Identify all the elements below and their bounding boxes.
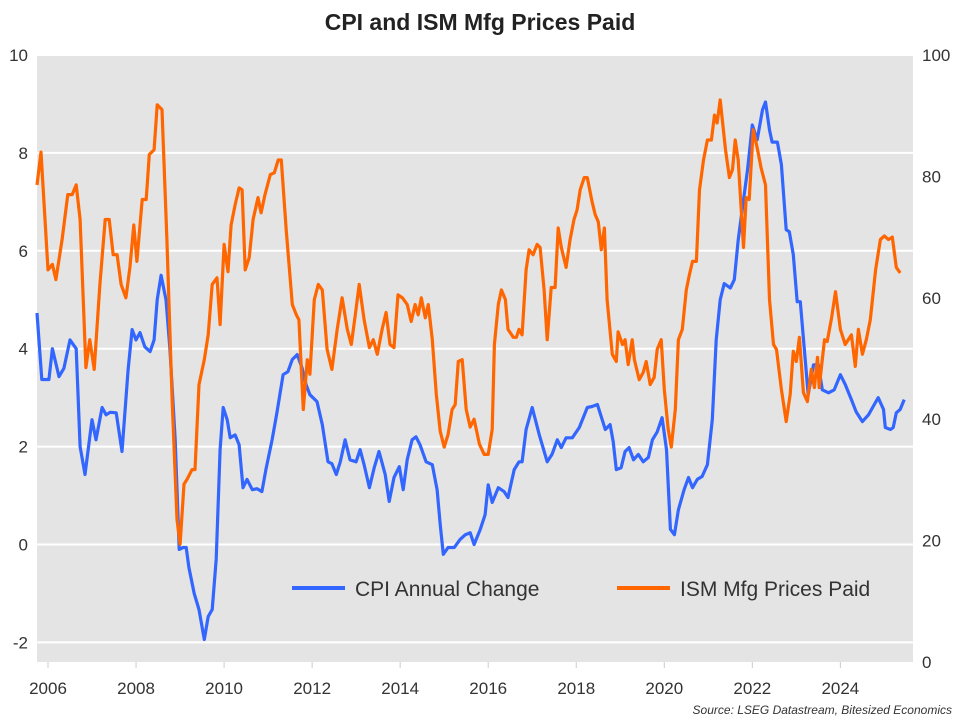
x-tick-label: 2022	[733, 679, 771, 698]
x-tick-label: 2012	[293, 679, 331, 698]
chart-title: CPI and ISM Mfg Prices Paid	[325, 9, 636, 35]
y-left-tick-label: 2	[19, 438, 28, 457]
gridlines	[37, 54, 913, 644]
x-tick-label: 2010	[205, 679, 243, 698]
source-note: Source: LSEG Datastream, Bitesized Econo…	[693, 703, 952, 717]
x-tick-label: 2016	[469, 679, 507, 698]
series-lines	[35, 98, 906, 642]
y-left-tick-label: -2	[13, 633, 28, 652]
y-left-tick-label: 6	[19, 242, 28, 261]
y-right-tick-label: 20	[922, 532, 941, 551]
x-tick-label: 2018	[557, 679, 595, 698]
y-left-tick-label: 10	[9, 46, 28, 65]
x-tick-label: 2014	[381, 679, 419, 698]
y-right-tick-label: 80	[922, 167, 941, 186]
y-right-tick-label: 100	[922, 46, 950, 65]
y-left-tick-label: 0	[19, 536, 28, 555]
x-tick-label: 2008	[117, 679, 155, 698]
legend: CPI Annual Change ISM Mfg Prices Paid	[292, 578, 870, 601]
x-tick-label: 2020	[645, 679, 683, 698]
legend-label: ISM Mfg Prices Paid	[680, 578, 870, 601]
x-tick-label: 2024	[821, 679, 859, 698]
cpi-line	[35, 100, 906, 642]
y-left-tick-label: 8	[19, 144, 28, 163]
y-right-tick-label: 40	[922, 410, 941, 429]
ism-line	[35, 98, 902, 546]
x-tick-label: 2006	[29, 679, 67, 698]
y-left-tick-label: 4	[19, 340, 28, 359]
legend-label: CPI Annual Change	[355, 578, 539, 601]
y-right-tick-label: 0	[922, 653, 931, 672]
plot-area	[37, 55, 913, 662]
y-right-tick-label: 60	[922, 289, 941, 308]
